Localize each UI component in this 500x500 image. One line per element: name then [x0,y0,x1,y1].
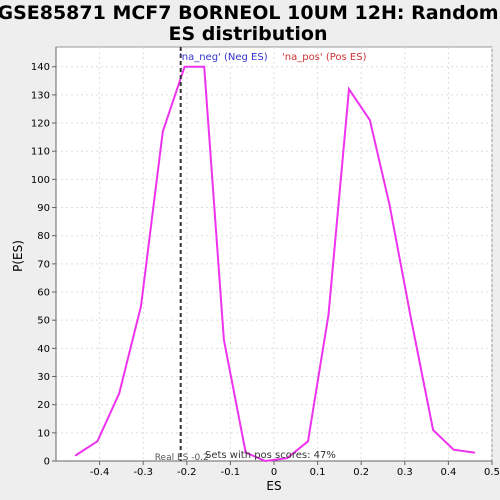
y-tick-label: 0 [44,457,50,468]
data-point [348,88,350,91]
x-axis-label: ES [266,479,281,493]
y-tick-label: 10 [37,428,50,439]
y-tick-label: 120 [31,119,50,130]
data-point [223,339,225,341]
data-point [369,119,371,122]
data-point [140,305,142,307]
x-tick-label: 0.2 [353,467,369,478]
y-tick-label: 20 [37,400,50,411]
legend-pos-label: 'na_pos' (Pos ES) [282,52,367,63]
data-point [410,319,413,321]
data-point [452,448,455,451]
data-point [286,457,288,459]
y-tick-label: 50 [37,316,50,327]
data-point [388,203,391,206]
y-axis-label: P(ES) [11,240,25,272]
axis-layer: 0 10 20 30 40 50 60 70 80 90 100 110 120 130 140 -0.4 -0… [31,47,500,478]
data-point [264,460,267,462]
y-tick-label: 110 [31,147,50,158]
x-tick-label: 0.5 [484,467,500,478]
y-tick-label: 100 [31,175,50,186]
y-tick-label: 70 [37,259,50,270]
pos-scores-note: Sets with pos scores: 47% [205,450,336,461]
x-tick-label: -0.4 [90,467,110,478]
x-tick-label: -0.3 [133,467,153,478]
grid-layer [56,47,493,462]
data-point [162,130,164,133]
series-layer [74,65,476,463]
data-point [432,429,434,431]
x-tick-label: -0.2 [177,467,197,478]
data-point [473,451,476,454]
data-point [183,65,186,68]
chart-title-line1: GSE85871 MCF7 BORNEOL 10UM 12H: Random [0,2,499,24]
x-tick-label: 0 [271,467,277,478]
x-tick-label: -0.1 [221,467,241,478]
y-tick-label: 140 [31,62,50,73]
data-point [307,440,309,443]
data-point [327,313,330,316]
chart-title-line2: ES distribution [169,23,328,45]
x-tick-label: 0.1 [310,467,326,478]
real-es-label: Real ES -0.2 [155,453,209,463]
data-point [244,451,247,454]
data-point [74,454,77,457]
y-tick-label: 130 [31,90,50,101]
x-tick-label: 0.3 [397,467,413,478]
legend-neg-label: 'na_neg' (Neg ES) [179,52,268,63]
y-tick-label: 30 [37,372,50,383]
data-point [96,440,99,443]
series-line [75,65,475,463]
y-tick-label: 80 [37,231,50,242]
y-tick-label: 40 [37,344,50,355]
y-tick-label: 60 [37,288,50,299]
y-tick-label: 90 [37,203,50,214]
data-point [118,392,121,395]
data-point [203,65,206,68]
marker-layer: Real ES -0.2 [155,47,209,463]
x-tick-label: 0.4 [440,467,456,478]
